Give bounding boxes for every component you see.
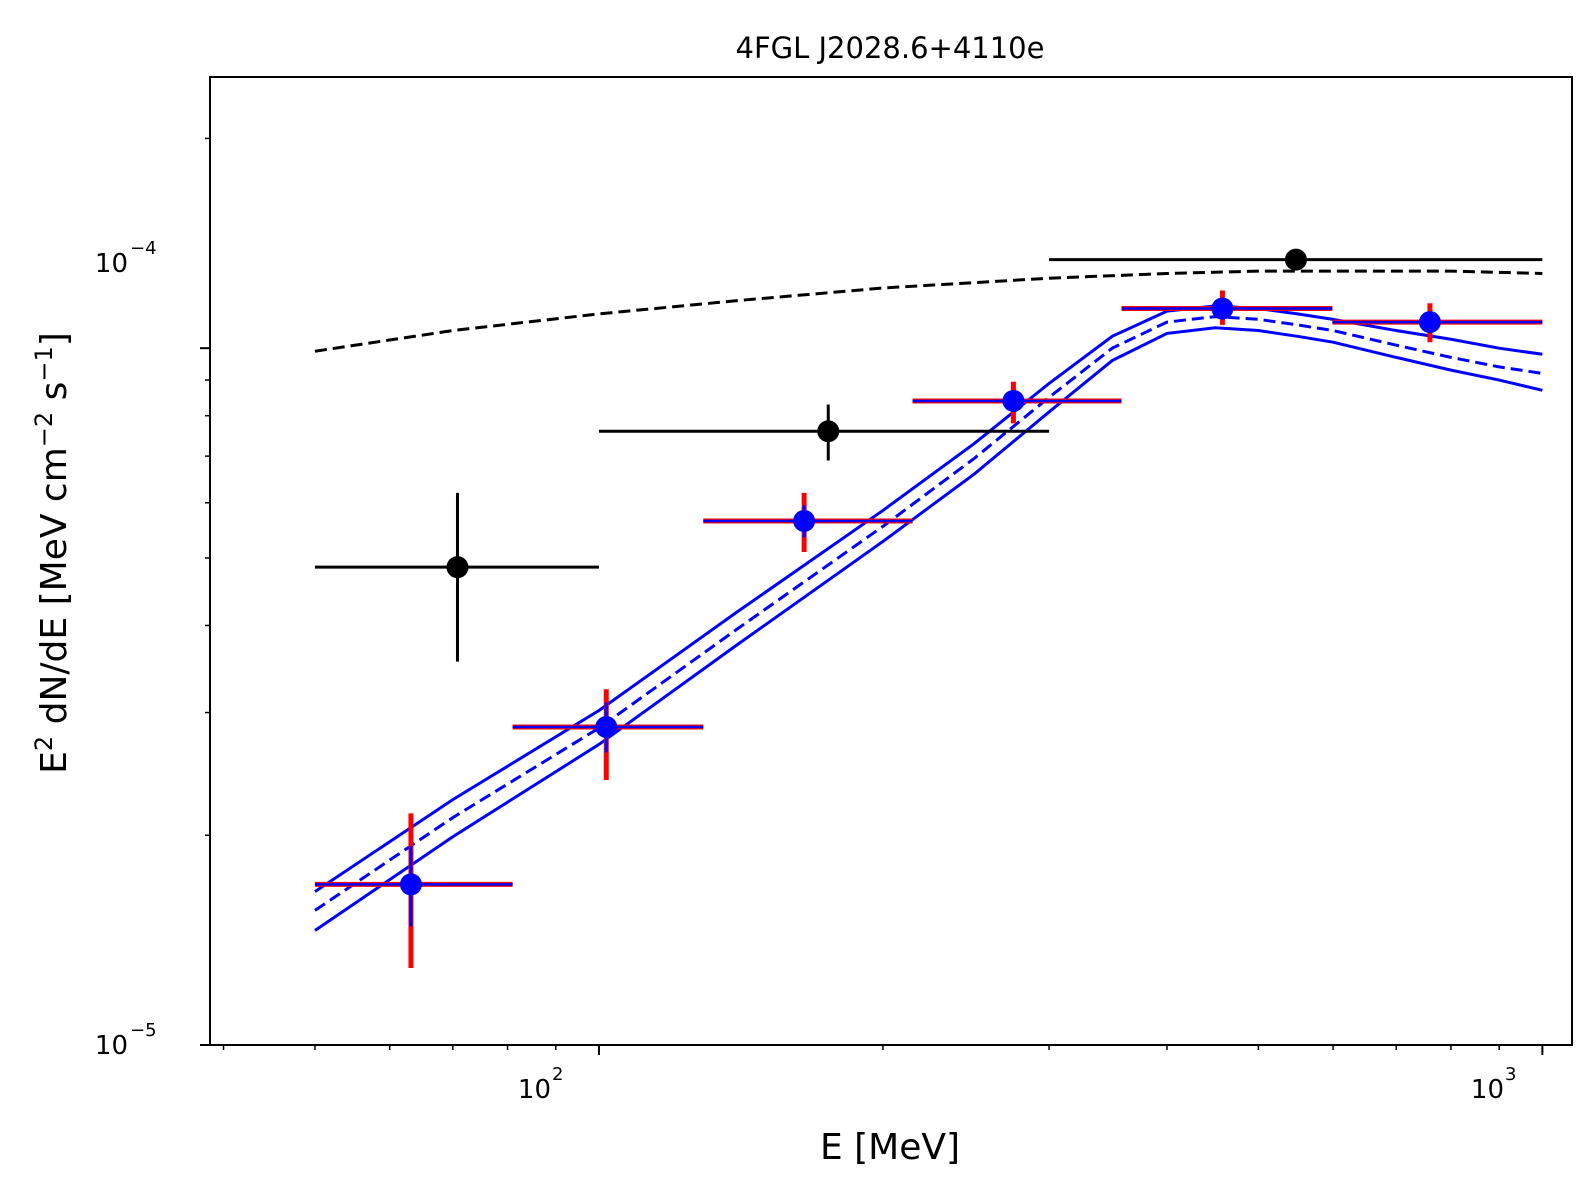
blue-data-point — [793, 509, 816, 532]
y-tick-label-1e-4: 10 −4 — [95, 238, 157, 279]
blue-data-point — [1002, 389, 1025, 412]
black-data-point — [446, 556, 469, 579]
x-tick-label-base: 10 — [518, 1075, 551, 1105]
y-tick-label-base: 10 — [95, 249, 128, 279]
blue-data-point — [399, 873, 422, 896]
blue-model-upper-line — [314, 304, 1543, 893]
plot-area — [314, 248, 1543, 968]
y-tick-label-1e-5: 10 −5 — [95, 1020, 157, 1061]
y-tick-label-exp: −5 — [130, 1020, 157, 1041]
y-tick-label-exp: −4 — [130, 238, 157, 259]
blue-data-point — [595, 715, 618, 738]
y-tick-label-base: 10 — [95, 1031, 128, 1061]
black-data-point — [817, 420, 840, 443]
x-tick-label-base: 10 — [1471, 1075, 1504, 1105]
x-tick-label-1000: 10 3 — [1471, 1064, 1517, 1105]
x-tick-label-exp: 2 — [552, 1064, 563, 1085]
blue-data-point — [1418, 311, 1441, 334]
black-dashed-model-line — [314, 269, 1543, 353]
blue-model-center-dashed-line — [314, 315, 1543, 912]
axes-frame — [209, 76, 1573, 1046]
x-tick-label-exp: 3 — [1505, 1064, 1516, 1085]
black-data-point — [1284, 248, 1307, 271]
x-tick-label-100: 10 2 — [518, 1064, 564, 1105]
blue-model-lower-line — [314, 326, 1543, 932]
chart-title: 4FGL J2028.6+4110e — [736, 31, 1045, 65]
x-axis-label: E [MeV] — [820, 1127, 960, 1168]
y-axis-label: E2 dN/dE [MeV cm−2 s−1] — [30, 332, 75, 774]
axis-ticks — [200, 137, 1544, 1055]
blue-data-point — [1211, 297, 1234, 320]
